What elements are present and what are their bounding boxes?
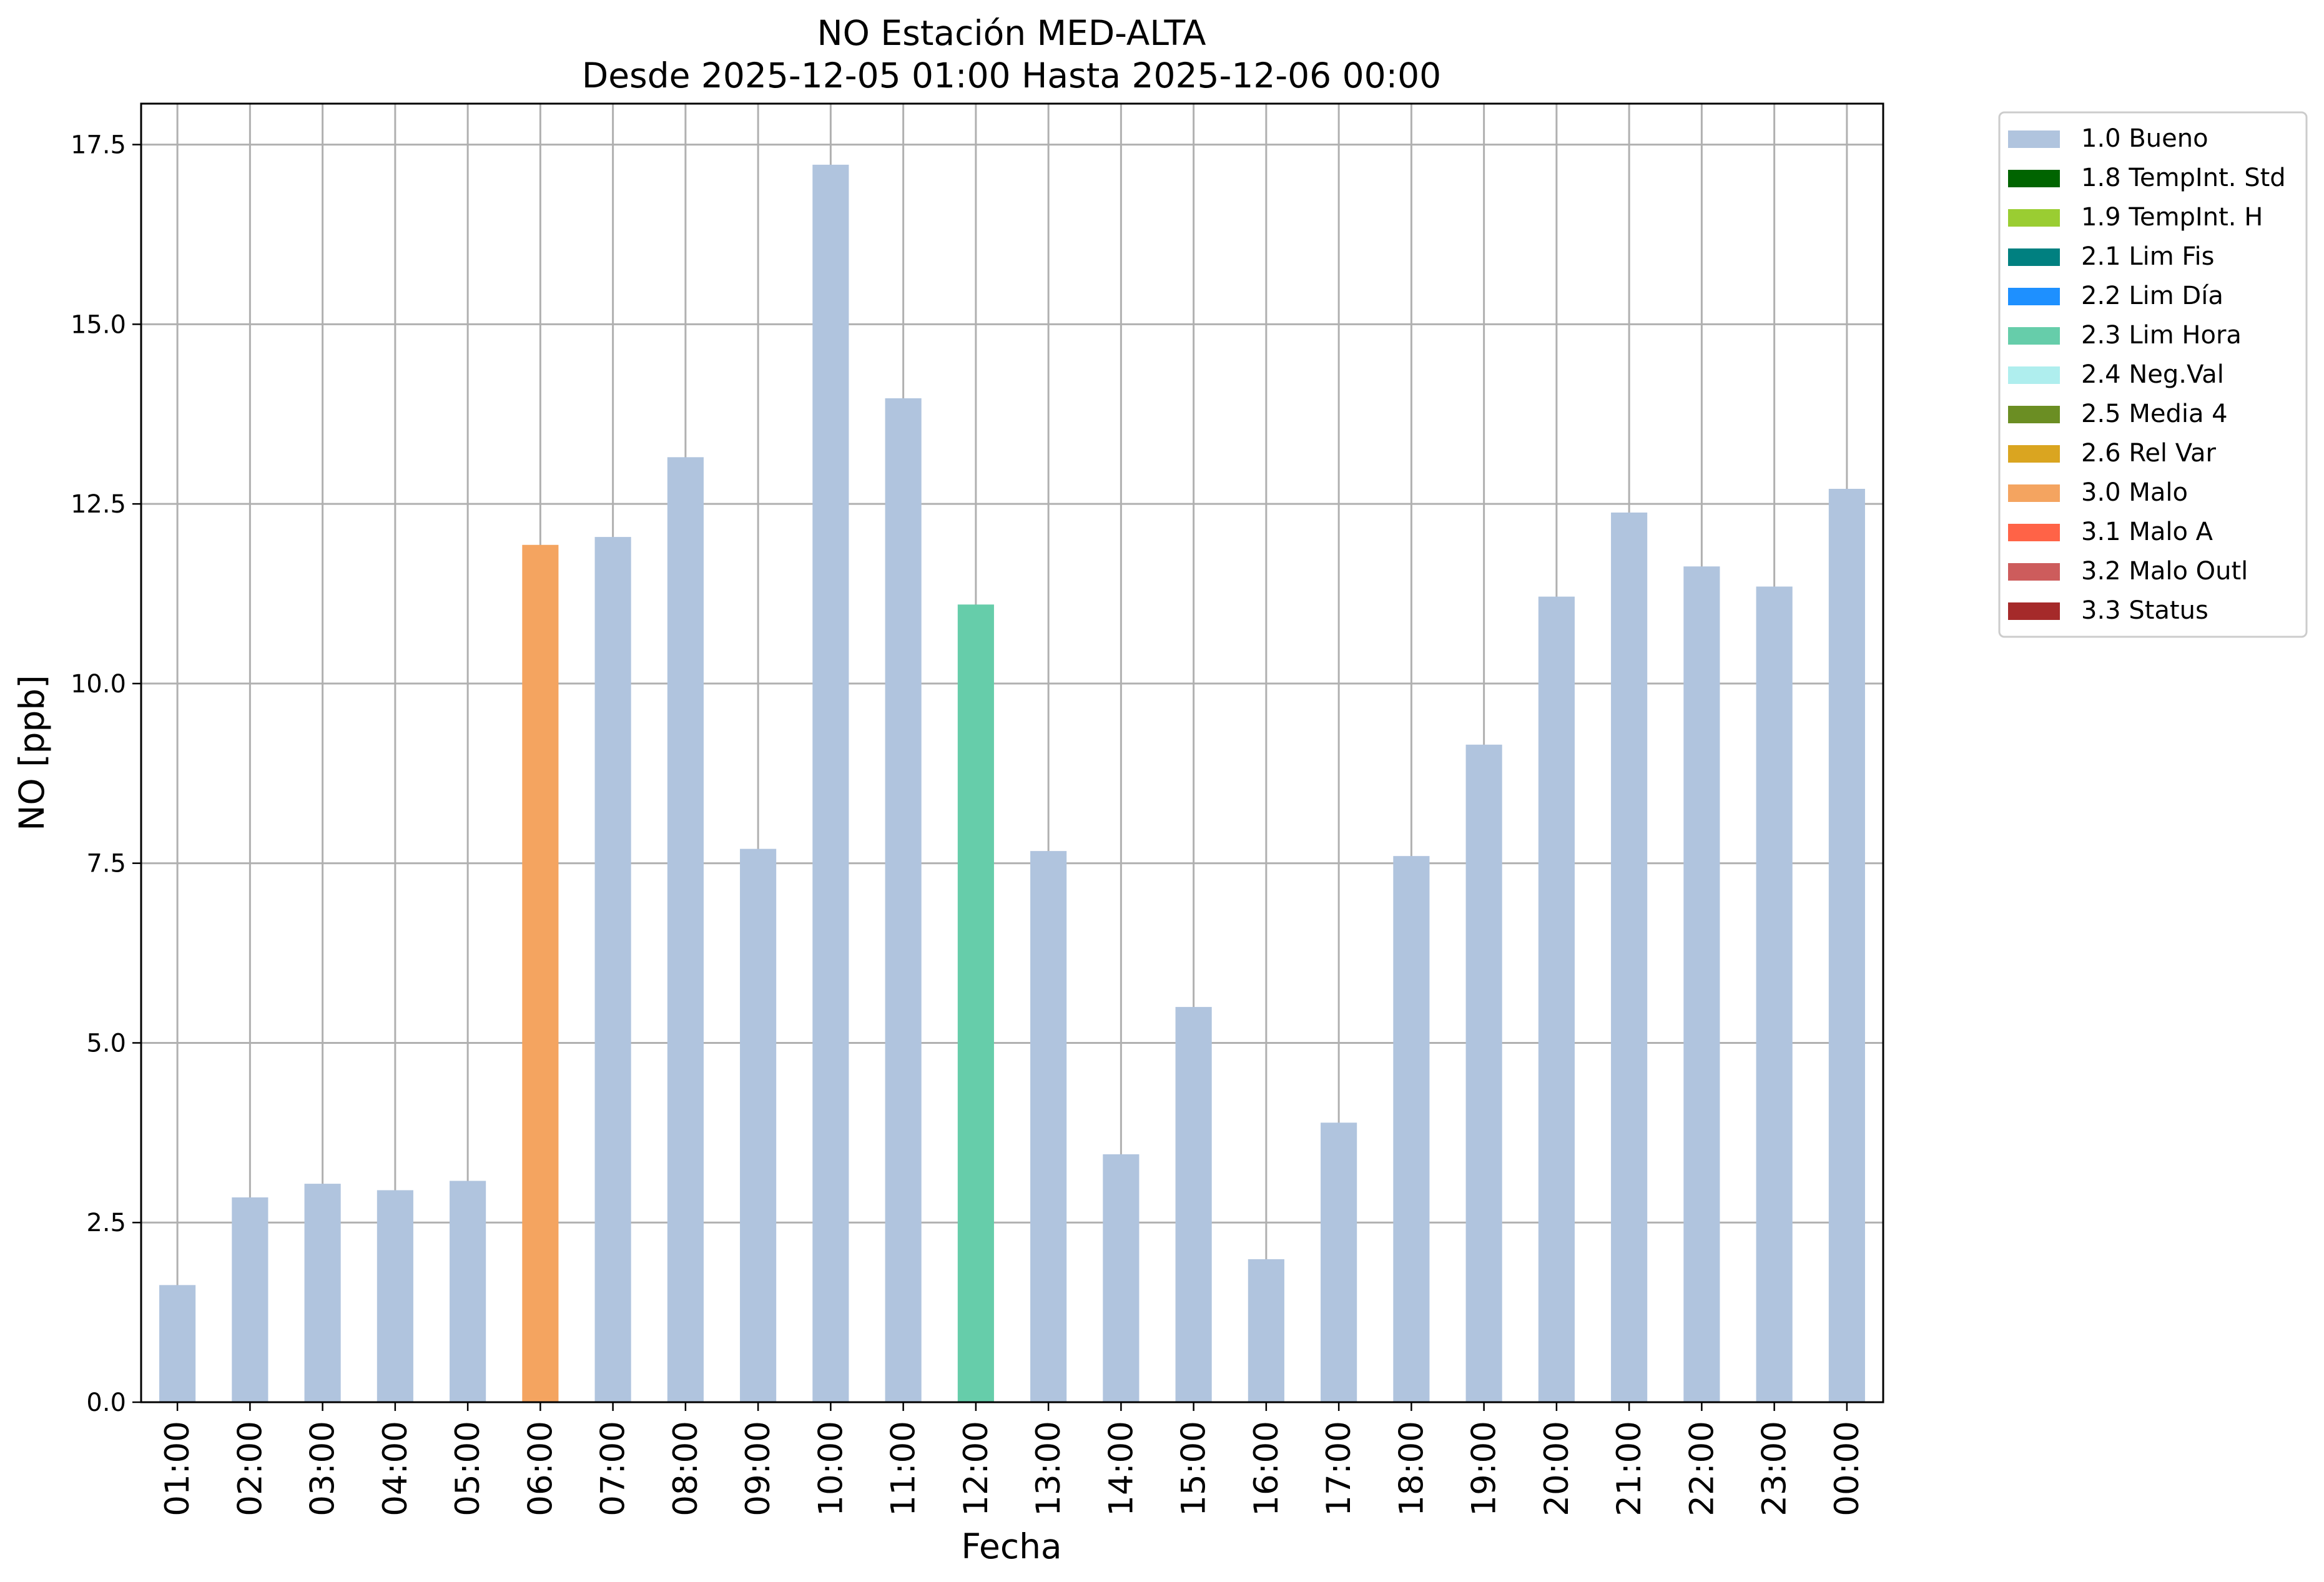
legend-swatch <box>2008 288 2060 305</box>
legend-label: 1.8 TempInt. Std <box>2081 164 2286 192</box>
legend-label: 2.2 Lim Día <box>2081 282 2223 310</box>
y-axis-label: NO [ppb] <box>12 675 52 831</box>
y-tick-label: 0.0 <box>86 1388 126 1417</box>
bar-1300 <box>1030 851 1067 1402</box>
y-tick-label: 2.5 <box>86 1209 126 1237</box>
bar-0000 <box>1828 488 1865 1402</box>
y-tick-label: 17.5 <box>71 131 126 160</box>
x-tick-label: 00:00 <box>1828 1421 1866 1516</box>
bar-1100 <box>885 398 922 1403</box>
legend-label: 3.1 Malo A <box>2081 518 2213 546</box>
bar-0700 <box>594 537 631 1402</box>
legend-label: 2.6 Rel Var <box>2081 439 2217 468</box>
x-tick-label: 01:00 <box>159 1421 197 1516</box>
x-tick-label: 02:00 <box>231 1421 269 1516</box>
legend-frame <box>1998 111 2308 638</box>
legend: 1.0 Bueno 1.8 TempInt. Std 1.9 TempInt. H 2… <box>1998 111 2308 638</box>
legend-swatch <box>2008 366 2060 384</box>
legend-swatch <box>2008 602 2060 620</box>
x-tick-label: 05:00 <box>449 1421 487 1516</box>
legend-swatch <box>2008 130 2060 148</box>
bar-0600 <box>522 544 559 1402</box>
y-tick-label: 7.5 <box>86 850 126 878</box>
x-tick-label: 21:00 <box>1610 1421 1648 1516</box>
y-tick-label: 15.0 <box>71 310 126 339</box>
bars <box>159 164 1865 1403</box>
bar-1800 <box>1393 856 1430 1402</box>
x-tick-label: 10:00 <box>812 1421 850 1516</box>
x-tick-label: 17:00 <box>1320 1421 1358 1516</box>
legend-label: 3.0 Malo <box>2081 478 2188 507</box>
bar-2100 <box>1611 512 1648 1402</box>
x-tick-label: 13:00 <box>1030 1421 1068 1516</box>
legend-swatch <box>2008 524 2060 541</box>
x-tick-label: 14:00 <box>1102 1421 1140 1516</box>
y-tick-label: 12.5 <box>71 490 126 519</box>
legend-swatch <box>2008 327 2060 345</box>
y-tick-label: 5.0 <box>86 1029 126 1058</box>
x-axis-ticks: 01:00 02:00 03:00 04:00 05:00 06:00 07:00 08:00… <box>159 1402 1866 1516</box>
x-axis-label: Fecha <box>961 1526 1061 1566</box>
x-tick-label: 22:00 <box>1683 1421 1721 1516</box>
x-tick-label: 08:00 <box>667 1421 705 1516</box>
bar-0800 <box>667 457 704 1402</box>
bar-0400 <box>377 1190 413 1402</box>
x-tick-label: 18:00 <box>1392 1421 1430 1516</box>
legend-label: 3.3 Status <box>2081 596 2208 625</box>
x-tick-label: 12:00 <box>957 1421 995 1516</box>
legend-label: 1.9 TempInt. H <box>2081 203 2263 232</box>
bar-1600 <box>1248 1259 1284 1402</box>
bar-0500 <box>450 1181 486 1402</box>
x-tick-label: 07:00 <box>594 1421 633 1516</box>
legend-swatch <box>2008 445 2060 463</box>
x-tick-label: 09:00 <box>739 1421 777 1516</box>
x-tick-label: 03:00 <box>304 1421 342 1516</box>
legend-label: 2.3 Lim Hora <box>2081 321 2242 350</box>
bar-1500 <box>1175 1006 1212 1402</box>
legend-label: 2.1 Lim Fis <box>2081 242 2214 271</box>
bar-1900 <box>1465 744 1502 1402</box>
chart-title: NO Estación MED-ALTA <box>817 13 1206 53</box>
bar-2200 <box>1683 566 1720 1403</box>
legend-swatch <box>2008 248 2060 266</box>
legend-label: 3.2 Malo Outl <box>2081 557 2248 586</box>
x-tick-label: 15:00 <box>1175 1421 1213 1516</box>
bar-1700 <box>1321 1123 1357 1402</box>
y-tick-label: 10.0 <box>71 670 126 699</box>
bar-0200 <box>232 1197 268 1402</box>
legend-swatch <box>2008 209 2060 227</box>
bar-0300 <box>304 1184 341 1402</box>
legend-swatch <box>2008 484 2060 502</box>
plot-frame <box>140 102 1884 1403</box>
y-axis-ticks: 0.0 2.5 5.0 7.5 10.0 12.5 15.0 17.5 <box>71 131 141 1417</box>
legend-label: 2.5 Media 4 <box>2081 400 2228 428</box>
bar-1400 <box>1103 1154 1140 1402</box>
x-tick-label: 11:00 <box>885 1421 923 1516</box>
x-tick-label: 06:00 <box>521 1421 559 1516</box>
legend-swatch <box>2008 170 2060 187</box>
legend-label: 1.0 Bueno <box>2081 124 2208 153</box>
chart-subtitle: Desde 2025-12-05 01:00 Hasta 2025-12-06 … <box>582 56 1441 96</box>
x-tick-label: 04:00 <box>377 1421 415 1516</box>
y-gridlines <box>141 144 1883 1403</box>
x-tick-label: 16:00 <box>1248 1421 1286 1516</box>
bar-0100 <box>159 1285 196 1402</box>
bar-0900 <box>740 848 777 1402</box>
legend-swatch <box>2008 406 2060 423</box>
legend-swatch <box>2008 563 2060 581</box>
x-tick-label: 23:00 <box>1756 1421 1794 1516</box>
bar-2300 <box>1756 586 1793 1403</box>
x-tick-label: 19:00 <box>1465 1421 1504 1516</box>
bar-1200 <box>957 604 994 1402</box>
legend-label: 2.4 Neg.Val <box>2081 360 2224 389</box>
x-tick-label: 20:00 <box>1538 1421 1576 1516</box>
bar-2000 <box>1538 596 1575 1402</box>
bar-1000 <box>812 164 849 1402</box>
